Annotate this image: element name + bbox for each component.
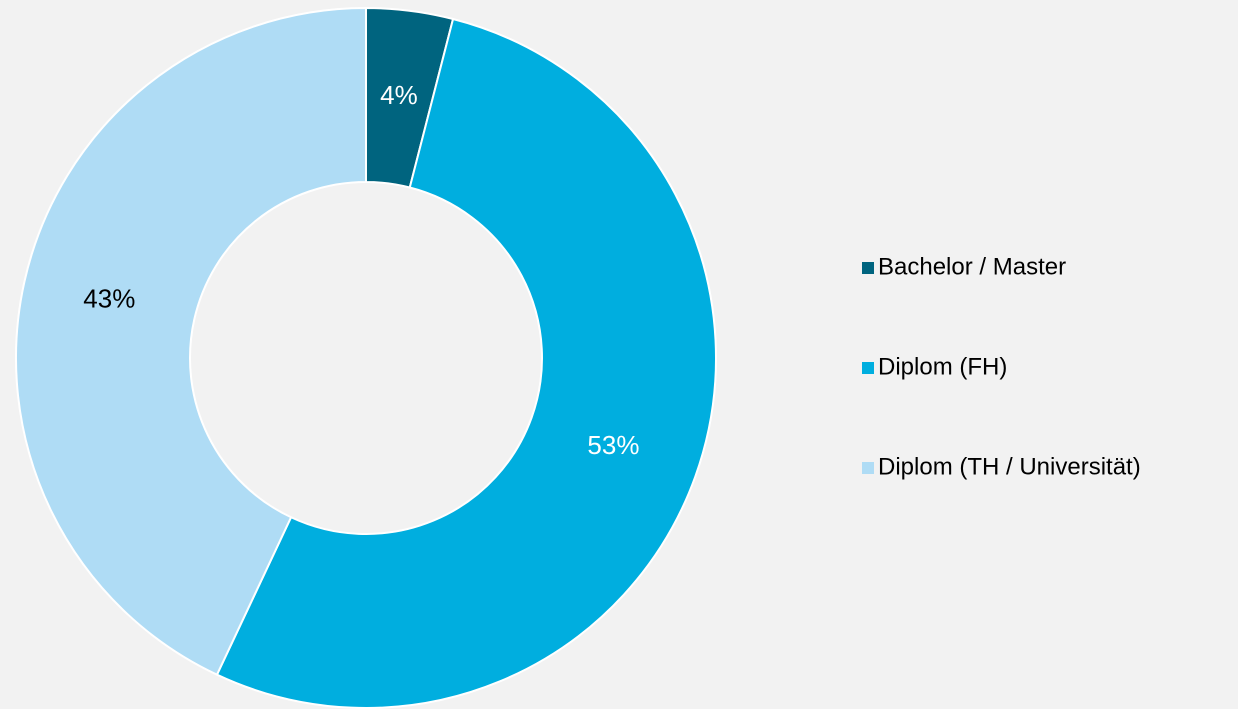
legend-swatch [862,262,874,274]
data-label: 4% [380,80,418,110]
legend-label: Diplom (FH) [878,353,1007,380]
legend-label: Diplom (TH / Universität) [878,453,1141,480]
data-label: 43% [83,284,135,314]
legend-swatch [862,462,874,474]
donut-slice [215,17,717,709]
legend-swatch [862,362,874,374]
data-label: 53% [587,430,639,460]
legend-label: Bachelor / Master [878,253,1066,280]
donut-slice [15,6,367,677]
